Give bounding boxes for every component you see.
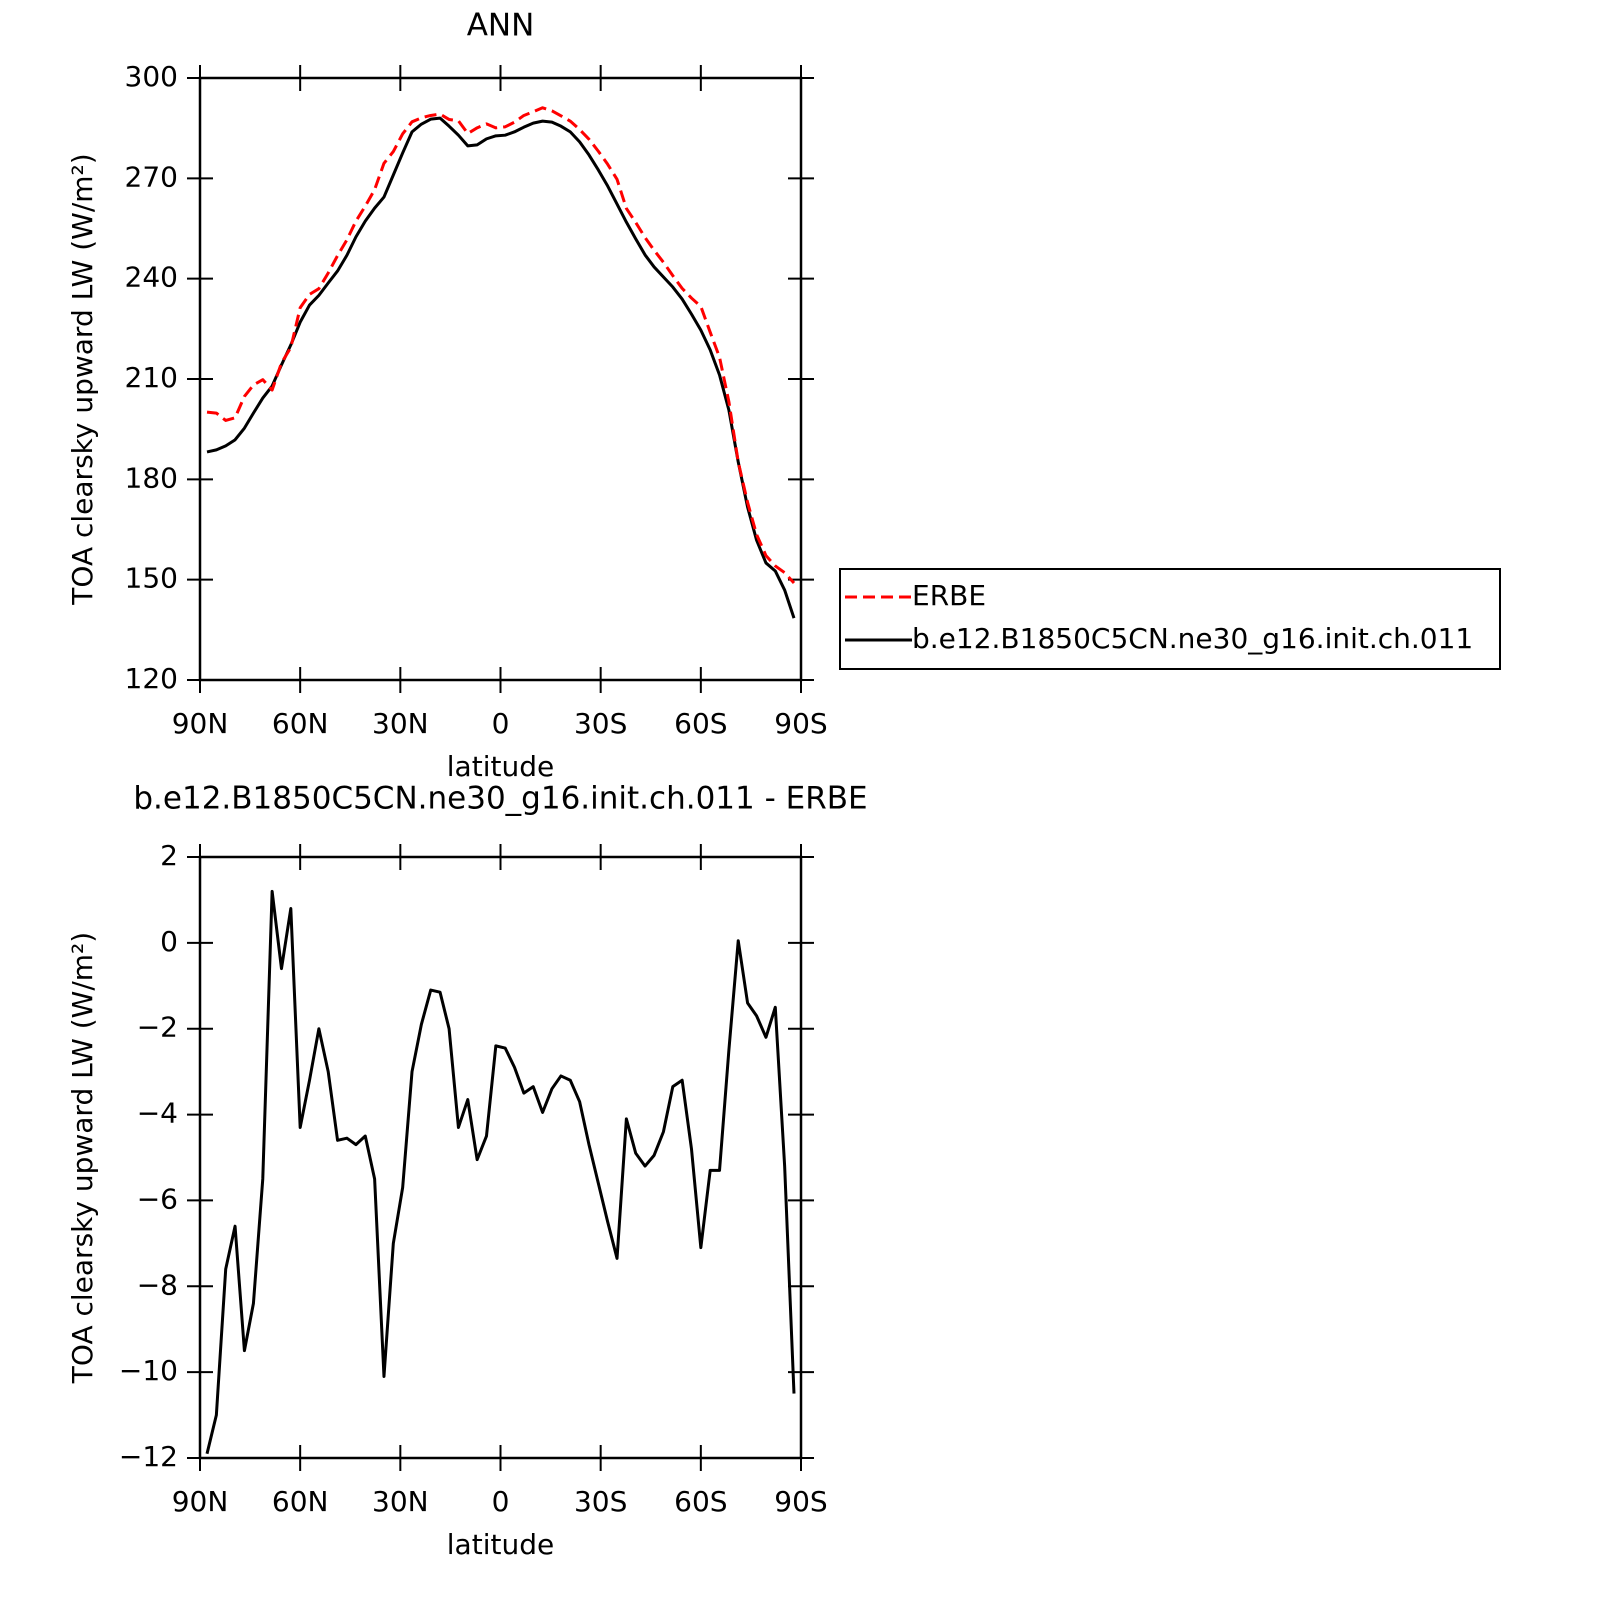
y-tick-label: −6 <box>137 1182 178 1215</box>
plot-frame <box>198 855 803 1460</box>
y-tick-label: −4 <box>137 1097 178 1130</box>
x-tick-label: 90N <box>172 1485 229 1518</box>
y-tick-label: 300 <box>125 60 178 93</box>
x-tick-label: 60N <box>272 1485 329 1518</box>
y-tick-label: 150 <box>125 562 178 595</box>
x-tick-label: 90S <box>774 1485 827 1518</box>
y-tick-label: 180 <box>125 461 178 494</box>
x-axis-label: latitude <box>447 1528 554 1561</box>
x-tick-label: 0 <box>492 1485 510 1518</box>
legend: ERBE b.e12.B1850C5CN.ne30_g16.init.ch.011 <box>839 568 1501 670</box>
legend-box <box>839 568 1501 670</box>
data-line <box>205 889 796 1455</box>
chart-title: b.e12.B1850C5CN.ne30_g16.init.ch.011 - E… <box>133 781 867 817</box>
x-tick-label: 60N <box>272 707 329 740</box>
y-tick-label: 240 <box>125 261 178 294</box>
y-tick-label: −10 <box>119 1354 178 1387</box>
x-tick-label: 90N <box>172 707 229 740</box>
y-tick-label: 120 <box>125 662 178 695</box>
legend-label: b.e12.B1850C5CN.ne30_g16.init.ch.011 <box>912 622 1473 655</box>
y-tick-label: 2 <box>160 839 178 872</box>
x-tick-label: 30S <box>574 707 627 740</box>
y-tick-label: −8 <box>137 1268 178 1301</box>
y-tick-label: 270 <box>125 160 178 193</box>
y-tick-label: 0 <box>160 925 178 958</box>
y-axis-label: TOA clearsky upward LW (W/m²) <box>66 932 99 1384</box>
legend-label: ERBE <box>912 579 986 612</box>
y-tick-label: −2 <box>137 1011 178 1044</box>
data-line <box>206 116 796 619</box>
x-tick-label: 30S <box>574 1485 627 1518</box>
x-tick-label: 30N <box>372 1485 429 1518</box>
chart-title: ANN <box>467 8 535 44</box>
y-tick-label: −12 <box>119 1440 178 1473</box>
y-tick-label: 210 <box>125 361 178 394</box>
x-tick-label: 60S <box>674 707 727 740</box>
x-tick-label: 90S <box>774 707 827 740</box>
plot-frame <box>198 76 803 682</box>
x-tick-label: 30N <box>372 707 429 740</box>
x-tick-label: 60S <box>674 1485 727 1518</box>
data-line <box>206 106 796 585</box>
y-axis-label: TOA clearsky upward LW (W/m²) <box>66 153 99 605</box>
x-tick-label: 0 <box>492 707 510 740</box>
x-axis-label: latitude <box>447 750 554 783</box>
